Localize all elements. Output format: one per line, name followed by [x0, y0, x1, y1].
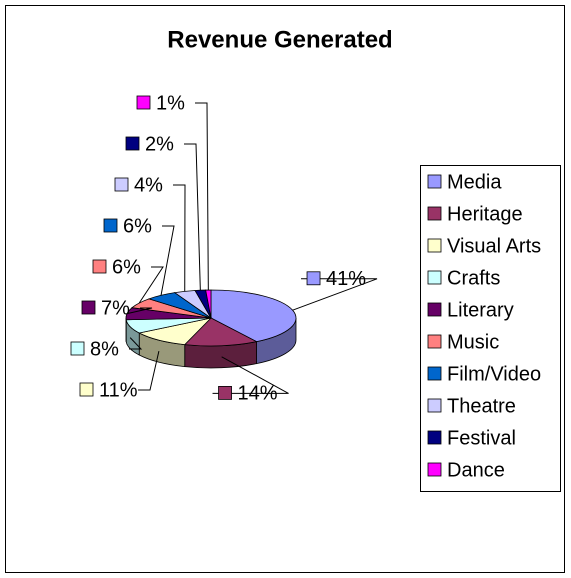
- legend-label: Heritage: [447, 203, 523, 225]
- data-label: 41%: [326, 268, 366, 290]
- legend-swatch: [427, 462, 442, 477]
- legend-label: Media: [447, 171, 502, 193]
- leader-line: [126, 307, 153, 315]
- legend-label: Music: [447, 331, 499, 353]
- legend-label: Festival: [447, 427, 516, 449]
- label-swatch: [218, 386, 232, 400]
- leader-line: [138, 351, 160, 391]
- data-label: 14%: [238, 383, 278, 405]
- leader-line: [138, 266, 164, 304]
- label-swatch: [306, 271, 321, 286]
- data-label: 11%: [99, 379, 138, 401]
- leader-line: [195, 102, 209, 291]
- legend-swatch: [427, 238, 442, 253]
- legend-swatch: [427, 398, 442, 413]
- leader-line: [160, 225, 175, 296]
- leader-line: [292, 278, 378, 311]
- data-label: 6%: [123, 215, 152, 237]
- label-swatch: [70, 341, 85, 356]
- legend-label: Visual Arts: [447, 235, 541, 257]
- legend-label: Film/Video: [447, 363, 541, 385]
- slice: [183, 317, 258, 347]
- leader-line: [184, 143, 201, 291]
- legend-swatch: [427, 334, 442, 349]
- legend-swatch: [427, 270, 442, 285]
- legend-label: Dance: [447, 459, 505, 481]
- legend-label: Literary: [447, 299, 514, 321]
- legend-label: Theatre: [447, 395, 516, 417]
- legend-swatch: [427, 174, 442, 189]
- label-swatch: [114, 177, 129, 192]
- label-swatch: [125, 136, 140, 151]
- data-label: 6%: [112, 256, 141, 278]
- label-swatch: [136, 95, 151, 110]
- leader-line: [173, 184, 186, 292]
- legend-swatch: [427, 366, 442, 381]
- label-swatch: [81, 300, 96, 315]
- data-label: 2%: [145, 133, 174, 155]
- data-label: 7%: [101, 297, 130, 319]
- legend-label: Crafts: [447, 267, 500, 289]
- data-label: 4%: [134, 174, 163, 196]
- label-swatch: [103, 218, 118, 233]
- legend-box: [420, 165, 561, 492]
- legend-swatch: [427, 302, 442, 317]
- leader-line: [212, 356, 289, 394]
- chart-title: Revenue Generated: [167, 26, 392, 53]
- leader-line: [129, 337, 143, 350]
- data-label: 1%: [156, 92, 185, 114]
- label-swatch: [92, 259, 107, 274]
- label-swatch: [79, 382, 94, 397]
- data-label: 8%: [90, 338, 119, 360]
- legend-swatch: [427, 206, 442, 221]
- legend-swatch: [427, 430, 442, 445]
